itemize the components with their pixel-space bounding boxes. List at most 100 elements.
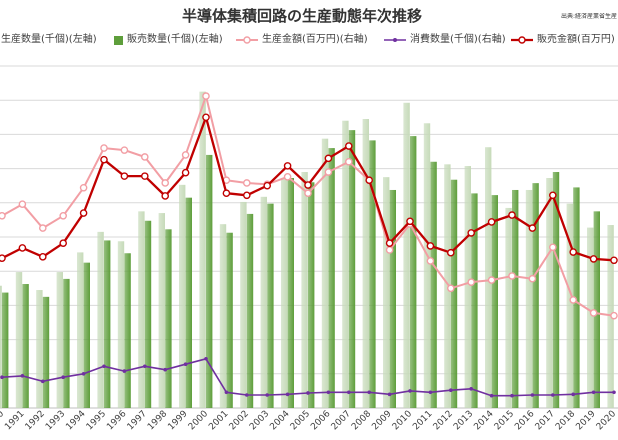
- sales-value-point: [508, 211, 516, 219]
- production-quantity-bar: [199, 91, 206, 409]
- consumption-quantity-point: [102, 364, 106, 369]
- x-tick-label: 2000: [187, 409, 210, 432]
- consumption-quantity-point: [183, 362, 188, 367]
- sales-quantity-bar: [593, 211, 600, 408]
- sales-quantity-bar: [22, 284, 29, 408]
- sales-value-point: [222, 189, 231, 198]
- consumption-quantity-point: [265, 393, 270, 397]
- x-tick-label: 1993: [44, 409, 67, 432]
- sales-value-point: [344, 142, 353, 150]
- legend-marker: [393, 38, 397, 42]
- sales-value-point: [528, 224, 537, 232]
- sales-quantity-bar: [410, 136, 417, 409]
- consumption-quantity-point: [591, 390, 596, 395]
- legend-swatch-sales-quantity: [114, 35, 123, 45]
- source-note: 出典:経済産業省生産: [561, 13, 617, 20]
- x-tick-label: 2016: [513, 409, 536, 432]
- production-quantity-bar: [362, 119, 369, 408]
- sales-value-point: [120, 172, 129, 180]
- x-tick-label: 1998: [146, 409, 169, 432]
- legend-swatch-production-value: [236, 36, 258, 44]
- production-quantity-bar: [342, 120, 349, 408]
- sales-quantity-bar: [144, 220, 152, 408]
- x-tick-label: 1992: [24, 409, 47, 432]
- production-value-point: [385, 246, 394, 254]
- production-quantity-bar: [566, 203, 573, 408]
- sales-quantity-bar: [491, 195, 498, 408]
- production-value-point: [549, 243, 557, 252]
- sales-value-point: [161, 192, 169, 200]
- x-tick-label: 2017: [534, 409, 557, 432]
- sales-value-point: [406, 217, 414, 226]
- production-value-point: [283, 173, 292, 181]
- legend-item-production-quantity: 生産数量(千個)(左軸): [1, 34, 97, 46]
- consumption-quantity-point: [428, 390, 433, 395]
- legend-label-production-value: 生産金額(百万円)(右軸): [262, 34, 368, 45]
- production-value-point: [39, 224, 47, 232]
- consumption-quantity-point: [387, 392, 392, 397]
- x-tick-label: 2007: [330, 409, 353, 432]
- legend-item-consumption-quantity: 消費数量(千個)(右軸): [384, 34, 506, 46]
- sales-value-point: [79, 209, 88, 217]
- sales-quantity-bar: [552, 172, 560, 408]
- production-value-point: [100, 144, 108, 152]
- legend-label-consumption-quantity: 消費数量(千個)(右軸): [410, 34, 506, 45]
- production-quantity-bar: [0, 285, 2, 408]
- x-tick-label: 2009: [370, 409, 393, 432]
- production-quantity-bar: [77, 252, 84, 408]
- production-quantity-bar: [97, 231, 104, 408]
- production-value-point: [120, 146, 129, 154]
- x-tick-label: 2011: [411, 409, 434, 432]
- production-quantity-bar: [219, 224, 227, 408]
- production-quantity-bar: [525, 189, 533, 408]
- sales-value-point: [181, 168, 190, 177]
- sales-quantity-bar: [104, 240, 111, 408]
- production-quantity-bar: [260, 196, 267, 408]
- consumption-quantity-point: [306, 391, 310, 395]
- x-tick-label: 1991: [3, 409, 26, 432]
- production-quantity-bar: [15, 272, 23, 408]
- x-tick-label: 1999: [166, 409, 189, 432]
- legend-swatch-sales-value: [511, 36, 533, 44]
- production-quantity-bar: [158, 213, 165, 408]
- production-value-point: [161, 179, 169, 187]
- production-value-point: [79, 183, 88, 192]
- consumption-quantity-point: [285, 392, 290, 397]
- production-quantity-bar: [464, 166, 471, 408]
- consumption-quantity-point: [449, 388, 453, 393]
- production-value-point: [140, 153, 149, 161]
- legend-item-sales-quantity: 販売数量(千個)(左軸): [114, 34, 223, 46]
- sales-value-point: [0, 254, 6, 263]
- x-tick-label: 2013: [452, 409, 475, 432]
- consumption-quantity-point: [367, 390, 372, 395]
- sales-quantity-bar: [389, 189, 396, 408]
- legend-marker: [518, 36, 526, 44]
- sales-quantity-bar: [573, 187, 580, 408]
- consumption-quantity-point: [530, 393, 535, 397]
- production-quantity-bar: [179, 184, 186, 408]
- chart-title: 半導体集積回路の生産動態年次推移: [181, 7, 422, 25]
- production-quantity-bar: [423, 123, 431, 408]
- x-tick-label: 2015: [493, 409, 516, 432]
- production-value-point: [59, 211, 68, 220]
- legend-item-sales-value: 販売金額(百万円): [511, 34, 615, 46]
- sales-quantity-bar: [308, 182, 315, 408]
- production-quantity-bar: [281, 178, 288, 408]
- sales-value-point: [140, 172, 149, 180]
- consumption-quantity-point: [41, 379, 45, 384]
- legend-item-production-value: 生産金額(百万円)(右軸): [236, 34, 368, 46]
- legend-swatch-consumption-quantity: [384, 38, 406, 42]
- sales-quantity-bar: [471, 193, 478, 408]
- sales-quantity-bar: [267, 203, 274, 408]
- production-value-point: [324, 168, 333, 176]
- sales-value-point: [487, 218, 496, 226]
- consumption-quantity-point: [245, 393, 249, 397]
- x-tick-label: 2012: [432, 409, 455, 432]
- x-tick-label: 2001: [207, 409, 230, 432]
- sales-quantity-bar: [246, 213, 254, 408]
- sales-quantity-bar: [165, 229, 172, 408]
- consumption-quantity-point: [326, 390, 331, 395]
- production-quantity-bar: [117, 241, 125, 408]
- sales-quantity-bar: [83, 262, 90, 408]
